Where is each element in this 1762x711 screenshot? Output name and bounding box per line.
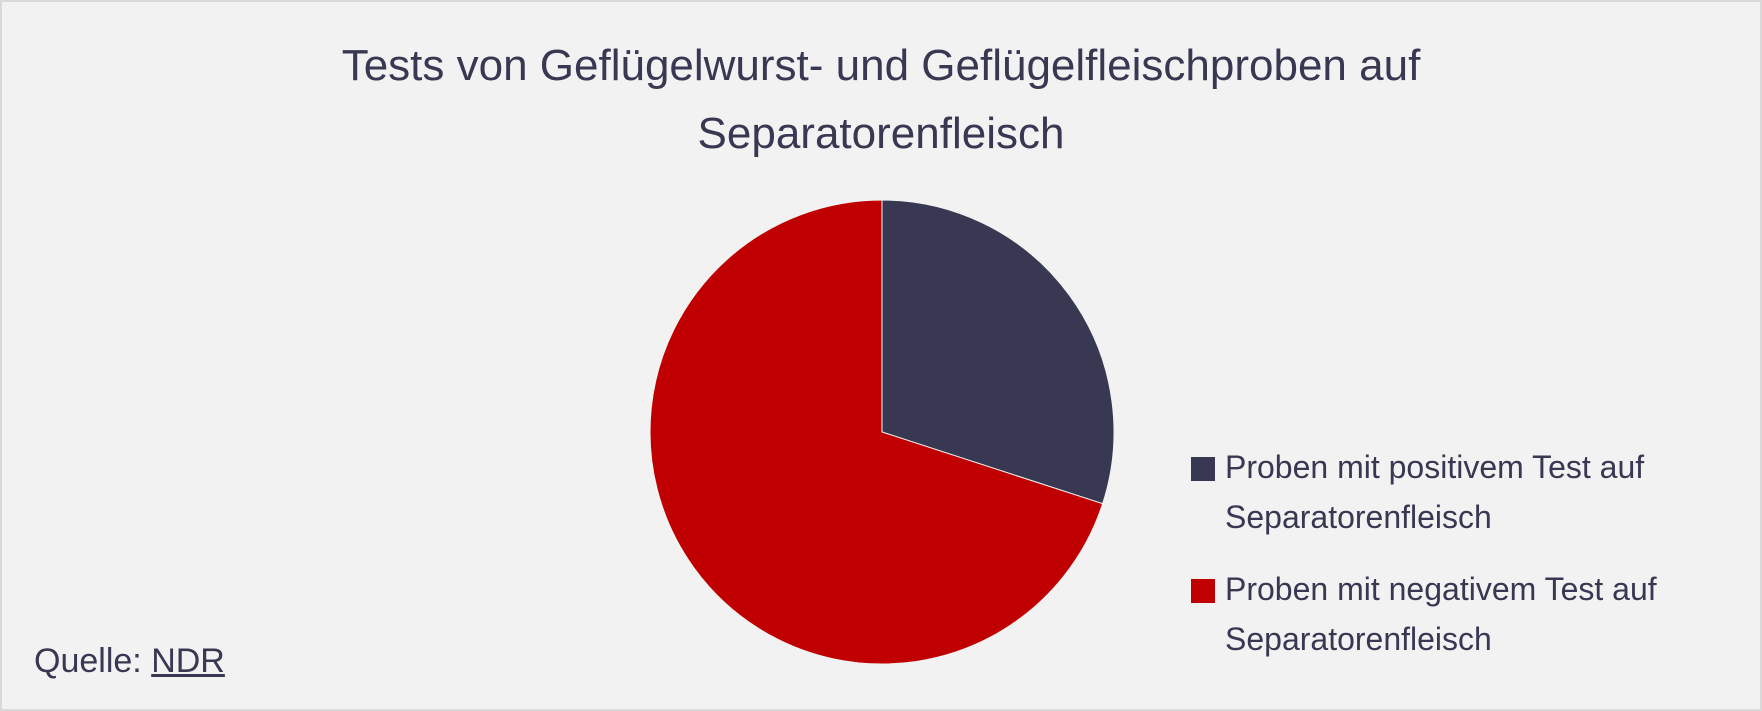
pie-slice [649, 199, 1104, 665]
source-link[interactable]: NDR [151, 642, 225, 680]
chart-title: Tests von Geflügelwurst- und Geflügelfle… [341, 41, 1421, 158]
legend-item: Proben mit negativem Test auf Separatore… [1191, 564, 1751, 664]
legend-swatch [1191, 579, 1215, 603]
legend-label: Proben mit negativem Test auf Separatore… [1225, 571, 1657, 657]
legend: Proben mit positivem Test auf Separatore… [1191, 442, 1751, 686]
source: Quelle: NDR [34, 642, 225, 681]
legend-label: Proben mit positivem Test auf Separatore… [1225, 449, 1645, 535]
source-label: Quelle: [34, 642, 142, 680]
pie-slice [881, 199, 1115, 505]
legend-item: Proben mit positivem Test auf Separatore… [1191, 442, 1751, 542]
legend-swatch [1191, 457, 1215, 481]
